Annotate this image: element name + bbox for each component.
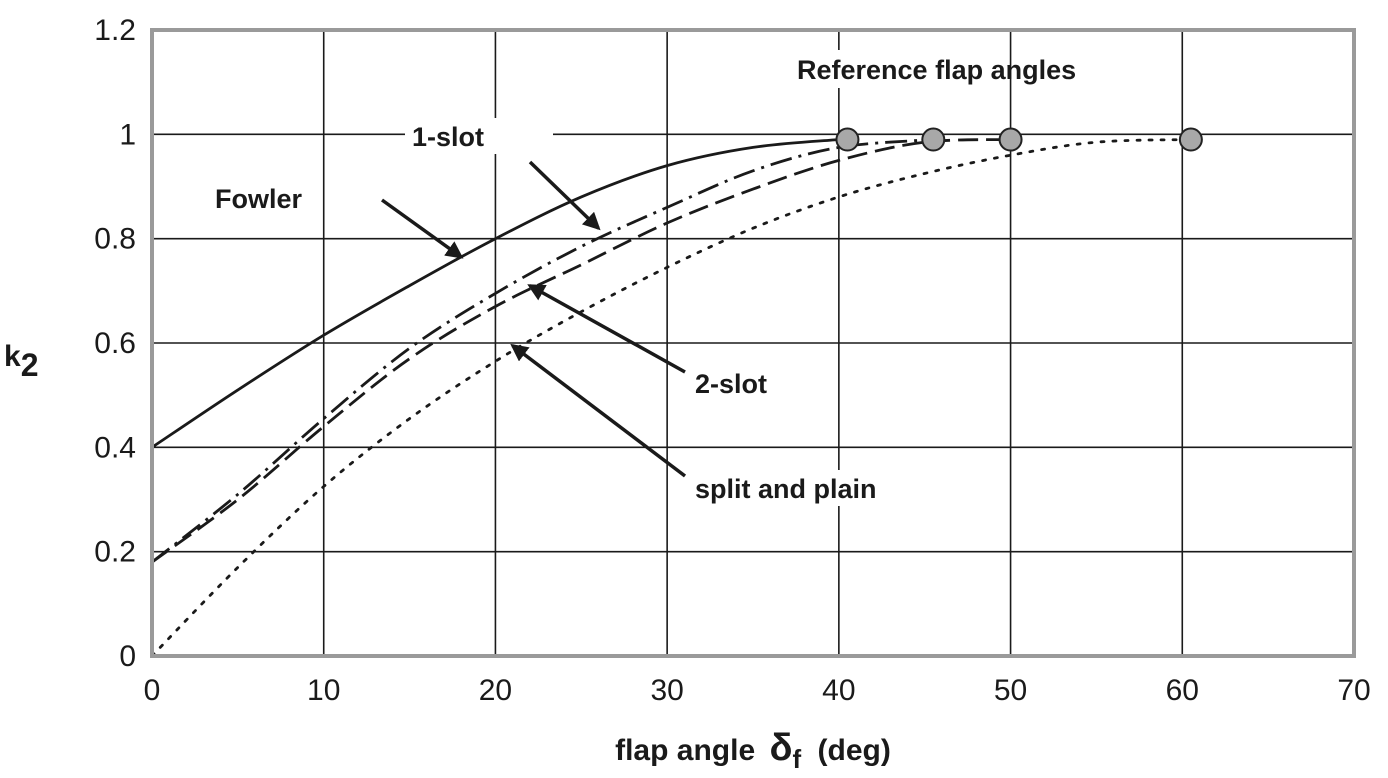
- reference-marker-3: [1178, 127, 1203, 152]
- x-axis-label: flap angle: [615, 734, 755, 767]
- x-axis-symbol: δ: [769, 727, 792, 769]
- reference-markers: [835, 127, 1203, 152]
- x-tick-label-4: 40: [822, 674, 855, 707]
- y-tick-label-3: 0.6: [94, 327, 136, 360]
- annotation-split-and-plain: split and plain: [695, 474, 877, 504]
- annotation-arrows: [380, 160, 687, 478]
- y-axis-title: k2: [4, 340, 38, 383]
- grid-lines: [151, 29, 1355, 657]
- reference-marker-1: [921, 127, 946, 152]
- annotation-fowler: Fowler: [215, 184, 303, 214]
- series-line-1-slot: [151, 138, 934, 564]
- y-tick-label-4: 0.8: [94, 223, 136, 256]
- annotation-2-slot: 2-slot: [695, 369, 767, 399]
- annotation-arrow-3: [510, 343, 687, 478]
- y-tick-label-6: 1.2: [94, 14, 136, 47]
- x-axis-unit: (deg): [818, 734, 891, 767]
- tick-labels: 0 10 20 30 40 50 60 70 0 0.2 0.4 0.6 0.8 1 1.2: [94, 14, 1370, 707]
- label-gap-3: [690, 470, 930, 506]
- x-tick-label-7: 70: [1337, 674, 1370, 707]
- annotation-arrow-2: [527, 284, 686, 374]
- x-axis-title: flap angle δf (deg): [615, 727, 891, 775]
- series-line-2-slot: [151, 138, 1011, 564]
- x-tick-label-5: 50: [994, 674, 1027, 707]
- y-tick-label-5: 1: [119, 118, 136, 151]
- x-tick-label-0: 0: [144, 674, 161, 707]
- y-axis-subscript: 2: [21, 347, 39, 383]
- label-gap-2: [690, 365, 802, 401]
- reference-marker-2: [998, 127, 1023, 152]
- x-axis-subscript: f: [793, 744, 802, 774]
- series-curves: [150, 138, 1193, 658]
- plot-frame: [150, 28, 1356, 658]
- label-gap-0: [792, 50, 980, 88]
- y-tick-label-1: 0.2: [94, 536, 136, 569]
- annotation-arrow-1: [528, 160, 601, 231]
- series-line-fowler: [151, 138, 840, 449]
- x-tick-label-1: 10: [307, 674, 340, 707]
- reference-label: Reference flap angles: [797, 55, 1076, 85]
- y-tick-label-0: 0: [119, 640, 136, 673]
- annotation-1-slot: 1-slot: [412, 122, 484, 152]
- label-gap-1: [405, 118, 553, 154]
- reference-marker-0: [835, 127, 860, 152]
- x-tick-label-6: 60: [1166, 674, 1199, 707]
- annotation-arrow-0: [380, 198, 464, 259]
- x-tick-label-3: 30: [650, 674, 683, 707]
- x-tick-label-2: 20: [479, 674, 512, 707]
- y-axis-label: k: [4, 340, 21, 373]
- y-tick-label-2: 0.4: [94, 431, 136, 464]
- series-line-split-and-plain: [150, 138, 1193, 658]
